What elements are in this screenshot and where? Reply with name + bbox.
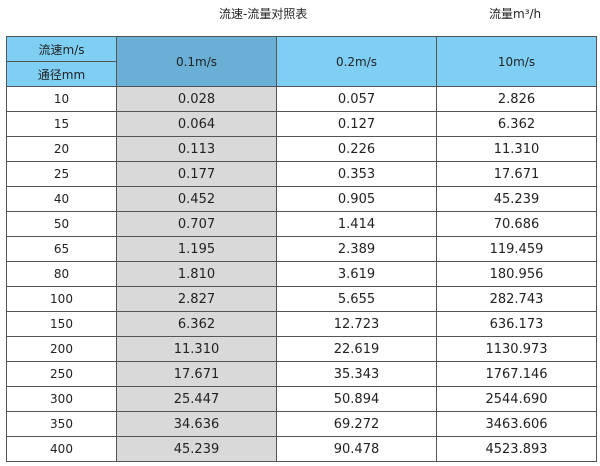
flow-value-cell: 35.343 [276,361,437,387]
flow-value-cell: 45.239 [436,186,597,212]
diameter-cell: 15 [6,111,117,137]
table-title: 流速-流量对照表 [219,7,308,21]
flow-value-cell: 282.743 [436,286,597,312]
flow-value-cell: 17.671 [436,161,597,187]
flow-value-cell: 1.810 [116,261,277,287]
diameter-cell: 40 [6,186,117,212]
diameter-cell: 100 [6,286,117,312]
table-row: 20 0.113 0.226 11.310 [6,136,597,162]
flow-value-cell: 0.177 [116,161,277,187]
flow-value-cell: 1767.146 [436,361,597,387]
flow-value-cell: 0.064 [116,111,277,137]
flow-value-cell: 2544.690 [436,386,597,412]
diameter-cell: 80 [6,261,117,287]
diameter-cell: 10 [6,86,117,112]
diameter-cell: 300 [6,386,117,412]
flow-value-cell: 90.478 [276,436,437,462]
flow-value-cell: 4523.893 [436,436,597,462]
header-row: 流速m/s 0.1m/s 0.2m/s 10m/s [6,36,597,87]
header-row: 通径mm [6,61,597,87]
flow-value-cell: 0.057 [276,86,437,112]
table-row: 300 25.447 50.894 2544.690 [6,386,597,412]
table-row: 40 0.452 0.905 45.239 [6,186,597,212]
flow-value-cell: 2.389 [276,236,437,262]
flow-value-cell: 17.671 [116,361,277,387]
flow-value-cell: 70.686 [436,211,597,237]
flow-value-cell: 34.636 [116,411,277,437]
flow-value-cell: 0.452 [116,186,277,212]
diameter-cell: 65 [6,236,117,262]
flow-value-cell: 6.362 [116,311,277,337]
flow-value-cell: 1.414 [276,211,437,237]
flow-value-cell: 1.195 [116,236,277,262]
flow-value-cell: 2.826 [436,86,597,112]
diameter-cell: 150 [6,311,117,337]
table-row: 200 11.310 22.619 1130.973 [6,336,597,362]
table-row: 100 2.827 5.655 282.743 [6,286,597,312]
diameter-cell: 200 [6,336,117,362]
table-row: 10 0.028 0.057 2.826 [6,86,597,112]
table-row: 400 45.239 90.478 4523.893 [6,436,597,462]
table-row: 80 1.810 3.619 180.956 [6,261,597,287]
table-row: 150 6.362 12.723 636.173 [6,311,597,337]
velocity-label: 流速m/s [6,36,117,62]
diameter-cell: 250 [6,361,117,387]
flow-value-cell: 3463.606 [436,411,597,437]
flow-value-cell: 11.310 [116,336,277,362]
flow-value-cell: 3.619 [276,261,437,287]
flow-value-cell: 0.127 [276,111,437,137]
flow-value-cell: 0.113 [116,136,277,162]
flow-value-cell: 180.956 [436,261,597,287]
diameter-label: 通径mm [6,61,117,87]
flow-value-cell: 0.226 [276,136,437,162]
flow-value-cell: 0.905 [276,186,437,212]
diameter-cell: 50 [6,211,117,237]
table-row: 50 0.707 1.414 70.686 [6,211,597,237]
flow-value-cell: 22.619 [276,336,437,362]
table-row: 15 0.064 0.127 6.362 [6,111,597,137]
column-header-10: 10m/s [436,36,597,87]
diameter-cell: 20 [6,136,117,162]
diameter-cell: 25 [6,161,117,187]
flow-value-cell: 50.894 [276,386,437,412]
flow-value-cell: 5.655 [276,286,437,312]
flow-value-cell: 2.827 [116,286,277,312]
table-row: 65 1.195 2.389 119.459 [6,236,597,262]
flow-table: 流速m/s 0.1m/s 0.2m/s 10m/s 通径mm 10 0.028 0.… [6,36,597,462]
flow-value-cell: 69.272 [276,411,437,437]
flow-value-cell: 0.707 [116,211,277,237]
unit-label: 流量m³/h [489,7,542,21]
flow-value-cell: 11.310 [436,136,597,162]
diameter-cell: 350 [6,411,117,437]
flow-value-cell: 636.173 [436,311,597,337]
diameter-cell: 400 [6,436,117,462]
column-header-0.1: 0.1m/s [116,36,277,87]
table-row: 25 0.177 0.353 17.671 [6,161,597,187]
flow-value-cell: 6.362 [436,111,597,137]
flow-value-cell: 45.239 [116,436,277,462]
flow-value-cell: 119.459 [436,236,597,262]
flow-value-cell: 1130.973 [436,336,597,362]
flow-value-cell: 25.447 [116,386,277,412]
table-row: 250 17.671 35.343 1767.146 [6,361,597,387]
flow-value-cell: 12.723 [276,311,437,337]
column-header-0.2: 0.2m/s [276,36,437,87]
flow-value-cell: 0.028 [116,86,277,112]
flow-value-cell: 0.353 [276,161,437,187]
table-row: 350 34.636 69.272 3463.606 [6,411,597,437]
